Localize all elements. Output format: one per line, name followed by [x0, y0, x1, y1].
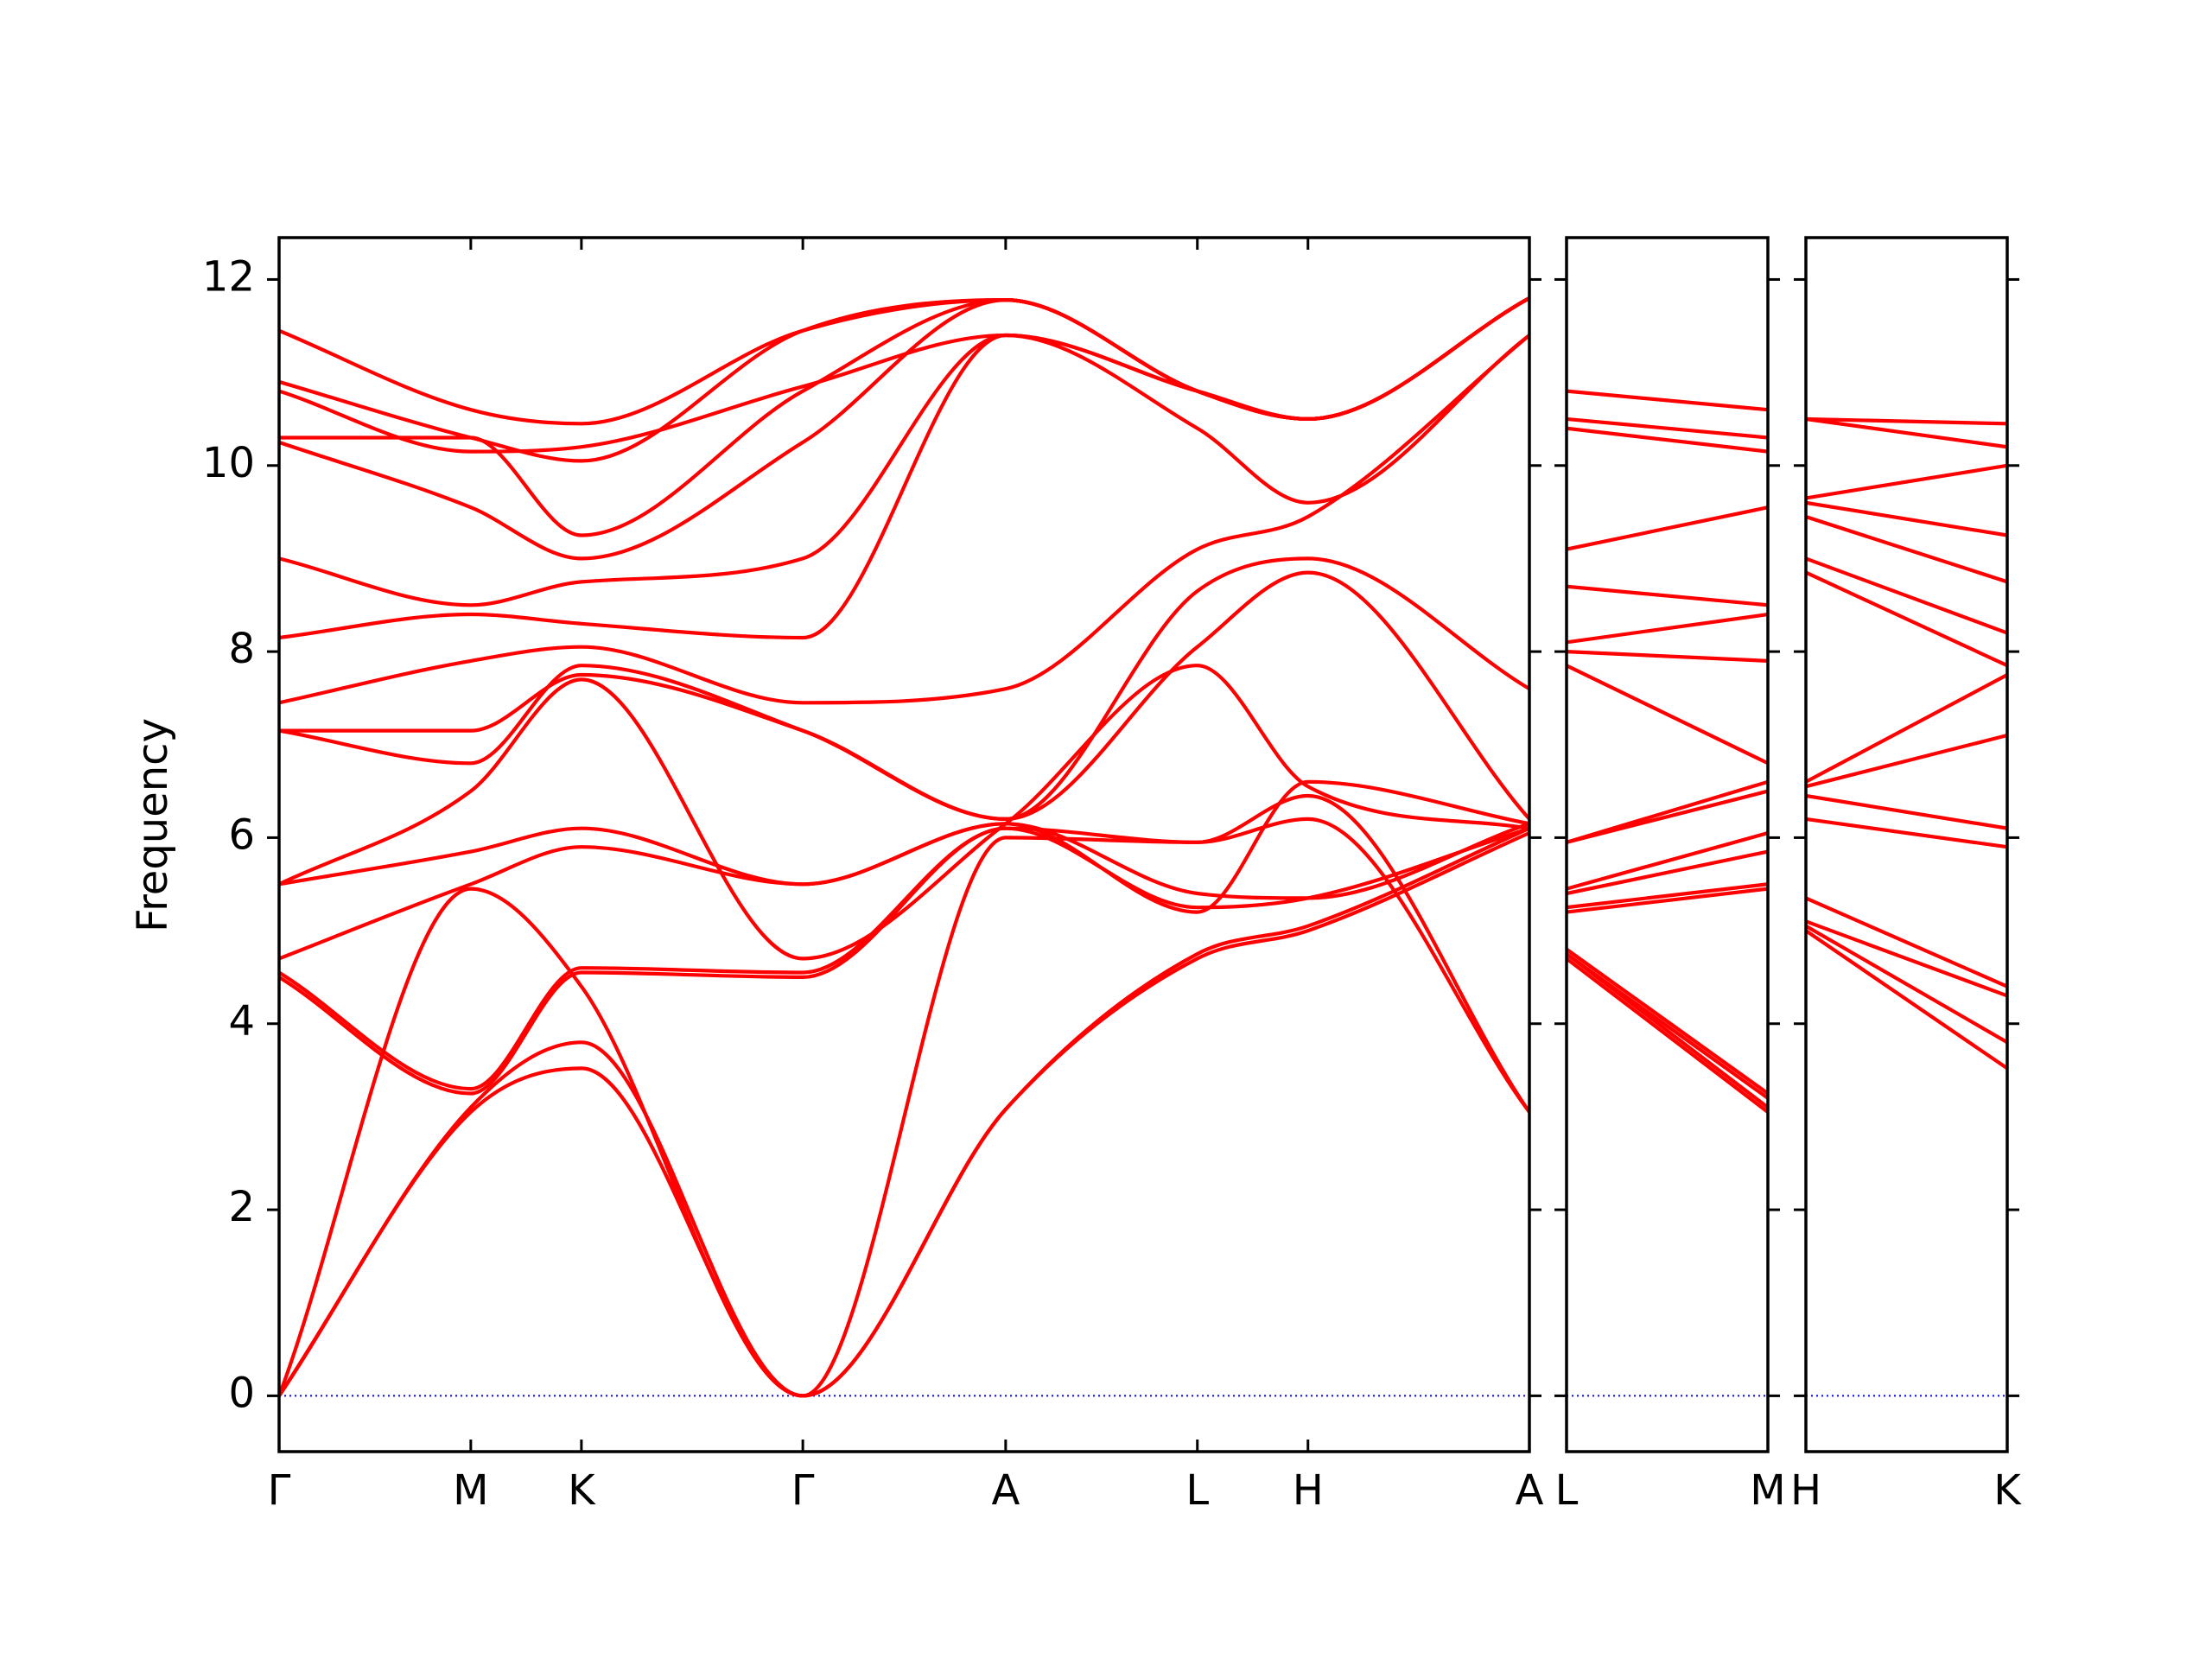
y-tick-label: 6 — [228, 810, 255, 859]
band-line-10 — [1806, 556, 2007, 635]
band-line-16 — [279, 296, 1529, 454]
k-point-label: L — [1185, 1466, 1209, 1515]
y-tick-label: 12 — [202, 252, 255, 301]
bands — [1806, 416, 2007, 1071]
band-line-13 — [1806, 463, 2007, 500]
band-line-18 — [279, 296, 1529, 426]
panel-frame — [1804, 236, 2009, 1453]
band-line-3 — [279, 817, 1529, 1398]
band-line-6 — [1567, 882, 1768, 910]
y-tick-label: 2 — [228, 1183, 255, 1231]
band-line-3 — [1806, 919, 2007, 998]
band-line-18 — [1567, 389, 1768, 412]
band-line-3 — [1567, 951, 1768, 1100]
bands — [279, 296, 1529, 1398]
band-line-4 — [1806, 896, 2007, 988]
y-axis-label: Frequency — [129, 718, 177, 932]
y-tick-label: 0 — [228, 1369, 255, 1417]
band-line-2 — [1806, 924, 2007, 1045]
band-line-12 — [279, 333, 1529, 640]
k-point-label: Γ — [268, 1466, 291, 1515]
band-line-14 — [279, 296, 1529, 561]
band-line-11 — [1806, 514, 2007, 584]
band-line-11 — [279, 333, 1529, 705]
panel-frame — [1565, 236, 1770, 1453]
panel-frame — [277, 236, 1531, 1453]
band-line-14 — [1567, 584, 1768, 607]
band-line-4 — [279, 793, 1529, 1115]
band-line-16 — [1567, 426, 1768, 454]
band-line-1 — [1567, 957, 1768, 1115]
k-point-label: A — [991, 1466, 1020, 1515]
band-line-12 — [1567, 650, 1768, 663]
band-line-15 — [1567, 505, 1768, 551]
band-line-2 — [279, 826, 1529, 1398]
y-tick-label: 10 — [202, 439, 255, 487]
k-point-label: M — [1750, 1466, 1785, 1515]
band-line-7 — [1567, 849, 1768, 896]
band-line-8 — [279, 664, 1529, 961]
k-point-label: Γ — [791, 1466, 815, 1515]
band-line-15 — [1806, 416, 2007, 426]
k-point-label: A — [1516, 1466, 1544, 1515]
bands — [1567, 389, 1768, 1115]
band-line-5 — [1567, 887, 1768, 914]
band-line-5 — [279, 826, 1529, 1091]
band-line-6 — [1806, 793, 2007, 830]
k-point-label: M — [453, 1466, 488, 1515]
y-tick-label: 8 — [228, 625, 255, 673]
band-line-8 — [1567, 830, 1768, 891]
band-line-10 — [1567, 779, 1768, 844]
band-line-4 — [1567, 947, 1768, 1096]
band-line-9 — [1806, 570, 2007, 668]
k-point-label: H — [1293, 1466, 1324, 1515]
panel-main: 0 2 4 6 8 10 12 Γ M K Γ A L H A — [202, 236, 1544, 1515]
band-line-13 — [1567, 612, 1768, 645]
k-point-label: L — [1555, 1466, 1579, 1515]
band-line-15 — [279, 296, 1529, 537]
k-point-label: K — [1993, 1466, 2022, 1515]
band-line-11 — [1567, 664, 1768, 766]
band-line-10 — [279, 556, 1529, 821]
band-line-7 — [1806, 733, 2007, 789]
band-line-1 — [1806, 928, 2007, 1071]
k-point-label: H — [1790, 1466, 1821, 1515]
band-line-17 — [1567, 416, 1768, 440]
k-point-label: K — [568, 1466, 596, 1515]
band-line-14 — [1806, 416, 2007, 449]
band-line-12 — [1806, 500, 2007, 537]
y-tick-label: 4 — [228, 997, 255, 1046]
band-line-8 — [1806, 672, 2007, 784]
band-line-5 — [1806, 817, 2007, 849]
